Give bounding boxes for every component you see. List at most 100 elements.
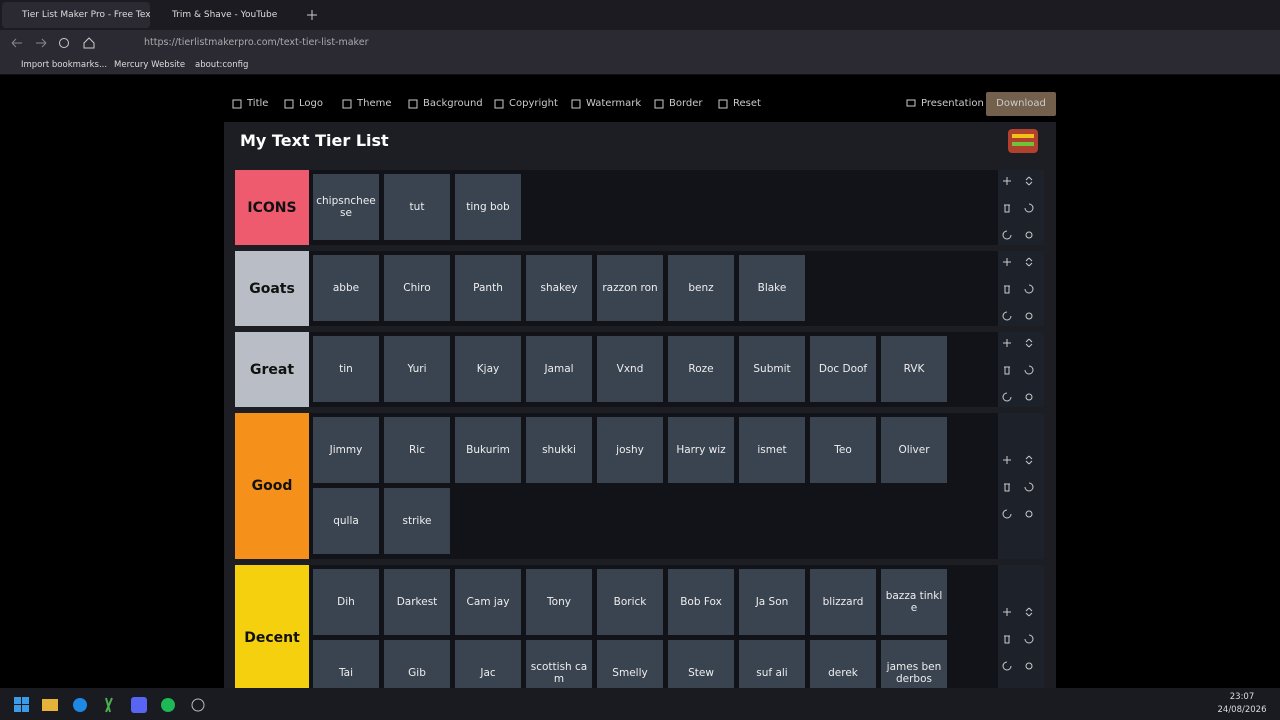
tier-label[interactable]: Great [235,332,309,407]
toolbar-button[interactable]: Watermark [571,92,641,116]
tier-item[interactable]: strike [384,488,450,554]
tier-item[interactable]: RVK [881,336,947,402]
tier-item[interactable]: Panth [455,255,521,321]
tier-item[interactable]: Kjay [455,336,521,402]
control-button[interactable] [1002,602,1018,621]
control-button[interactable] [1024,602,1040,621]
tier-item[interactable]: Chiro [384,255,450,321]
toolbar-button[interactable]: Logo [284,92,323,116]
bookmark[interactable]: Mercury Website [114,60,186,70]
tier-item[interactable]: tut [384,174,450,240]
tier-item[interactable]: joshy [597,417,663,483]
tier-item[interactable]: chipsncheese [313,174,379,240]
tier-item[interactable]: qulla [313,488,379,554]
tier-item[interactable]: Doc Doof [810,336,876,402]
control-button[interactable] [1002,504,1018,523]
new-tab[interactable] [306,9,318,21]
tier-item[interactable]: Tony [526,569,592,635]
url-bar[interactable]: https://tierlistmakerpro.com/text-tier-l… [144,37,369,48]
control-button[interactable] [1024,252,1040,271]
tier-item[interactable]: Roze [668,336,734,402]
control-button[interactable] [1024,504,1040,523]
tier-item[interactable]: Borick [597,569,663,635]
control-button[interactable] [1002,387,1018,406]
tier-item[interactable]: razzon ron [597,255,663,321]
control-button[interactable] [1002,450,1018,469]
tier-label[interactable]: ICONS [235,170,309,245]
control-button[interactable] [1024,360,1040,379]
tier-item[interactable]: blizzard [810,569,876,635]
tier-item[interactable]: Bob Fox [668,569,734,635]
control-button[interactable] [1024,450,1040,469]
toolbar-button[interactable]: Copyright [494,92,558,116]
tier-item[interactable]: derek [810,640,876,688]
tier-item[interactable]: abbe [313,255,379,321]
tier-item[interactable]: Harry wiz [668,417,734,483]
tier-item[interactable]: Ja Son [739,569,805,635]
tier-item[interactable]: shukki [526,417,592,483]
control-button[interactable] [1002,225,1018,244]
control-button[interactable] [1024,198,1040,217]
tier-item[interactable]: shakey [526,255,592,321]
tier-item[interactable]: ting bob [455,174,521,240]
tier-item[interactable]: Submit [739,336,805,402]
tier-item[interactable]: Bukurim [455,417,521,483]
tier-label[interactable]: Goats [235,251,309,326]
list-title[interactable]: My Text Tier List [240,131,389,150]
toolbar-button[interactable]: Theme [342,92,392,116]
control-button[interactable] [1002,656,1018,675]
control-button[interactable] [1002,306,1018,325]
toolbar-button[interactable]: Background [408,92,483,116]
control-button[interactable] [1002,360,1018,379]
tier-label[interactable]: Decent [235,565,309,688]
download-button[interactable]: Download [986,92,1056,116]
control-button[interactable] [1024,477,1040,496]
tier-item[interactable]: Tai [313,640,379,688]
tier-item[interactable]: Yuri [384,336,450,402]
control-button[interactable] [1002,198,1018,217]
tier-item[interactable]: Cam jay [455,569,521,635]
presentation-button[interactable]: Presentation [906,92,984,116]
control-button[interactable] [1024,225,1040,244]
control-button[interactable] [1024,171,1040,190]
tier-item[interactable]: Jamal [526,336,592,402]
tier-item[interactable]: Stew [668,640,734,688]
bookmark[interactable]: about:config [195,60,249,70]
control-button[interactable] [1024,306,1040,325]
control-button[interactable] [1024,333,1040,352]
tab[interactable]: Tier List Maker Pro - Free Text T [2,2,150,28]
tab[interactable]: Trim & Shave - YouTube [172,10,278,20]
toolbar-button[interactable]: Title [232,92,268,116]
tier-item[interactable]: suf ali [739,640,805,688]
bookmark[interactable]: Import bookmarks... [21,60,108,70]
tier-label[interactable]: Good [235,413,309,559]
tier-item[interactable]: Gib [384,640,450,688]
tier-item[interactable]: Teo [810,417,876,483]
control-button[interactable] [1002,171,1018,190]
tier-item[interactable]: Oliver [881,417,947,483]
tier-item[interactable]: Smelly [597,640,663,688]
control-button[interactable] [1002,252,1018,271]
tier-item[interactable]: Blake [739,255,805,321]
tier-item[interactable]: ismet [739,417,805,483]
tier-item[interactable]: Ric [384,417,450,483]
tier-item[interactable]: Vxnd [597,336,663,402]
control-button[interactable] [1002,333,1018,352]
nav-buttons[interactable] [8,36,118,50]
tier-item[interactable]: scottish cam [526,640,592,688]
tier-item[interactable]: Darkest [384,569,450,635]
tier-item[interactable]: Jimmy [313,417,379,483]
control-button[interactable] [1024,656,1040,675]
control-button[interactable] [1024,629,1040,648]
tier-item[interactable]: james benderbos [881,640,947,688]
toolbar-button[interactable]: Border [654,92,703,116]
tier-item[interactable]: tin [313,336,379,402]
control-button[interactable] [1002,477,1018,496]
toolbar-button[interactable]: Reset [718,92,761,116]
tier-item[interactable]: benz [668,255,734,321]
control-button[interactable] [1024,387,1040,406]
tier-item[interactable]: Dih [313,569,379,635]
tier-item[interactable]: Jac [455,640,521,688]
tier-item[interactable]: bazza tinkle [881,569,947,635]
control-button[interactable] [1002,629,1018,648]
